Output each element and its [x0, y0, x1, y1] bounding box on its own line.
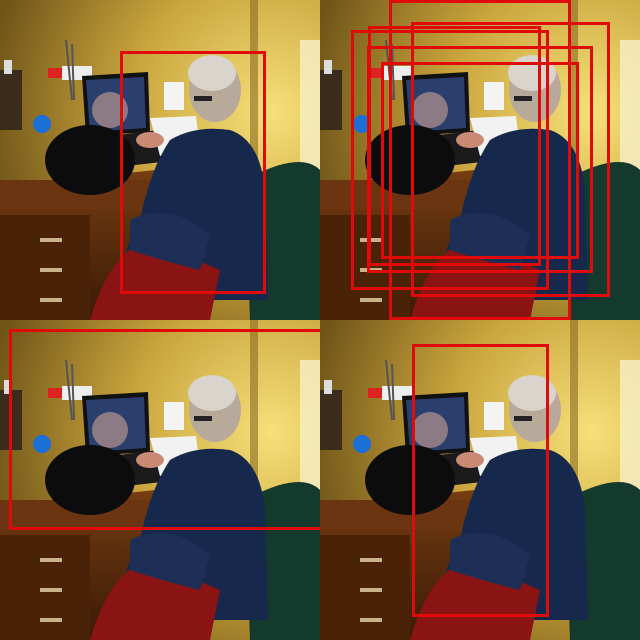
detection-box [351, 30, 549, 290]
detection-box [412, 344, 549, 617]
detection-box [381, 62, 579, 259]
panel-bottom-right [320, 320, 640, 640]
panel-bottom-left [0, 320, 320, 640]
detection-box [389, 0, 571, 320]
panel-top-left [0, 0, 320, 320]
detection-box [120, 51, 266, 294]
detection-box [368, 26, 541, 266]
detection-box [411, 22, 610, 297]
panel-top-right [320, 0, 640, 320]
detection-box [9, 329, 320, 530]
